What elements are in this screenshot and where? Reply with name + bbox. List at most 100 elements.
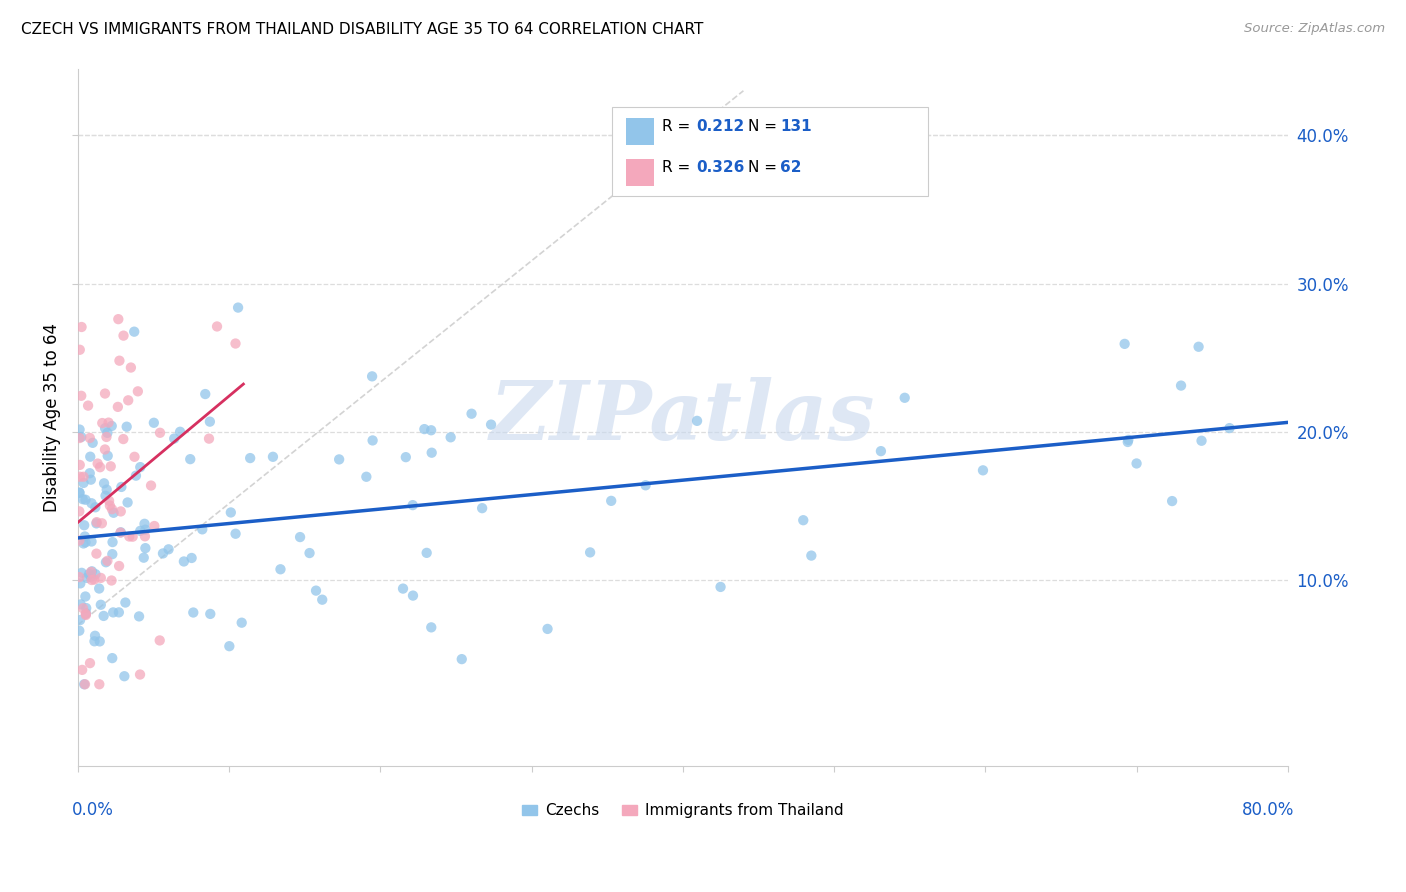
- Point: [163, 432, 186, 446]
- Point: [149, 425, 172, 440]
- Text: 80.0%: 80.0%: [1241, 801, 1294, 819]
- Point: [89, 634, 111, 648]
- Text: 62: 62: [780, 161, 801, 175]
- Point: [972, 463, 994, 477]
- Point: [225, 526, 247, 541]
- Point: [173, 554, 195, 568]
- Point: [108, 559, 131, 574]
- Point: [73, 677, 96, 691]
- Point: [70, 389, 93, 403]
- Point: [114, 596, 136, 610]
- Point: [231, 615, 253, 630]
- Point: [91, 416, 114, 430]
- Point: [80, 496, 103, 510]
- Point: [134, 529, 156, 543]
- Point: [600, 494, 623, 508]
- Point: [89, 677, 111, 691]
- Point: [392, 582, 415, 596]
- Point: [181, 606, 204, 620]
- Point: [96, 483, 118, 497]
- Point: [67, 504, 90, 518]
- Point: [89, 460, 111, 475]
- Point: [1118, 433, 1140, 447]
- Point: [72, 601, 94, 615]
- Text: N =: N =: [748, 161, 782, 175]
- Point: [328, 452, 350, 467]
- Point: [112, 432, 135, 446]
- Point: [73, 518, 96, 533]
- Text: CZECH VS IMMIGRANTS FROM THAILAND DISABILITY AGE 35 TO 64 CORRELATION CHART: CZECH VS IMMIGRANTS FROM THAILAND DISABI…: [21, 22, 703, 37]
- Point: [67, 485, 90, 500]
- Point: [69, 598, 91, 612]
- Point: [69, 485, 91, 500]
- Point: [100, 419, 122, 434]
- Point: [143, 519, 166, 533]
- Point: [536, 622, 558, 636]
- Point: [82, 435, 104, 450]
- Point: [225, 336, 247, 351]
- Point: [79, 467, 101, 481]
- Text: R =: R =: [662, 120, 696, 134]
- Point: [395, 450, 418, 465]
- Text: N =: N =: [748, 120, 782, 134]
- Point: [86, 547, 108, 561]
- Point: [100, 459, 122, 474]
- Point: [134, 516, 156, 531]
- Point: [67, 624, 90, 638]
- Point: [84, 500, 107, 515]
- Point: [108, 353, 131, 368]
- Point: [792, 513, 814, 527]
- Point: [69, 613, 91, 627]
- Text: ZIPatlas: ZIPatlas: [491, 377, 876, 458]
- Point: [117, 393, 139, 408]
- Point: [305, 583, 328, 598]
- Point: [86, 457, 108, 471]
- Point: [1218, 421, 1240, 435]
- Point: [97, 449, 120, 463]
- Point: [471, 501, 494, 516]
- Point: [86, 515, 108, 529]
- Point: [83, 634, 105, 648]
- Legend: Czechs, Immigrants from Thailand: Czechs, Immigrants from Thailand: [516, 797, 849, 824]
- Point: [90, 516, 112, 531]
- Point: [110, 480, 132, 494]
- Point: [262, 450, 284, 464]
- Point: [100, 574, 122, 588]
- Point: [180, 551, 202, 566]
- Point: [79, 450, 101, 464]
- Point: [90, 598, 112, 612]
- Point: [709, 580, 731, 594]
- Point: [69, 431, 91, 445]
- Point: [77, 567, 100, 582]
- Point: [101, 606, 124, 620]
- Point: [75, 492, 97, 507]
- Point: [80, 534, 103, 549]
- Point: [194, 387, 217, 401]
- Text: 131: 131: [780, 120, 811, 134]
- Point: [90, 571, 112, 585]
- Point: [124, 450, 146, 464]
- Point: [83, 573, 105, 587]
- Point: [1191, 434, 1213, 448]
- Point: [311, 592, 333, 607]
- Point: [69, 469, 91, 483]
- Point: [96, 425, 118, 440]
- Point: [69, 423, 91, 437]
- Point: [112, 328, 135, 343]
- Point: [73, 529, 96, 543]
- Point: [101, 535, 124, 549]
- Point: [75, 607, 97, 621]
- Point: [70, 320, 93, 334]
- Point: [112, 669, 135, 683]
- Point: [72, 475, 94, 490]
- Point: [129, 667, 152, 681]
- Point: [440, 430, 463, 444]
- Point: [108, 605, 131, 619]
- Point: [69, 343, 91, 357]
- Point: [80, 573, 103, 587]
- Point: [134, 523, 156, 537]
- Point: [361, 369, 384, 384]
- Point: [107, 400, 129, 414]
- Point: [269, 562, 291, 576]
- Point: [198, 415, 221, 429]
